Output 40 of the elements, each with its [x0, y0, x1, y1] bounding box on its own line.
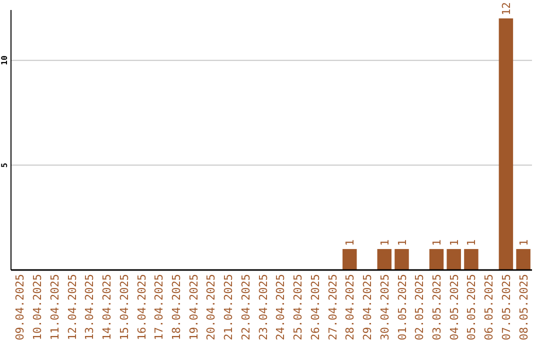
x-tick-label: 24.04.2025	[274, 274, 288, 340]
x-tick-label: 09.04.2025	[14, 274, 27, 340]
x-tick-label: 11.04.2025	[48, 274, 62, 340]
data-label: 1	[344, 239, 357, 246]
x-tick-label: 16.04.2025	[135, 274, 148, 340]
x-tick-label: 17.04.2025	[152, 274, 166, 340]
data-label: 1	[517, 239, 530, 246]
x-tick-label: 26.04.2025	[308, 274, 322, 340]
x-tick-label: 07.05.2025	[500, 274, 513, 340]
x-tick-label: 28.04.2025	[344, 274, 357, 340]
x-tick-label: 03.05.2025	[430, 274, 444, 340]
x-tick-label: 14.04.2025	[100, 274, 114, 340]
data-label: 1	[396, 239, 409, 246]
data-label: 1	[448, 239, 461, 246]
data-label: 1	[465, 239, 478, 246]
x-tick-label: 20.04.2025	[204, 274, 218, 340]
data-label: 1	[430, 239, 444, 246]
x-tick-label: 18.04.2025	[170, 274, 183, 340]
x-tick-label: 02.05.2025	[413, 274, 426, 340]
x-tick-label: 22.04.2025	[239, 274, 252, 340]
x-tick-label: 12.04.2025	[66, 274, 79, 340]
x-tick-label: 04.05.2025	[448, 274, 461, 340]
y-tick-label: 5	[0, 162, 9, 168]
x-tick-label: 23.04.2025	[256, 274, 270, 340]
x-tick-label: 30.04.2025	[378, 274, 392, 340]
x-tick-label: 27.04.2025	[326, 274, 340, 340]
x-tick-label: 08.05.2025	[517, 274, 530, 340]
x-tick-label: 29.04.2025	[361, 274, 374, 340]
x-tick-label: 15.04.2025	[118, 274, 131, 340]
data-label: 1	[378, 239, 392, 246]
x-tick-label: 25.04.2025	[292, 274, 305, 340]
x-tick-label: 01.05.2025	[396, 274, 409, 340]
x-tick-label: 10.04.2025	[31, 274, 44, 340]
y-tick-label: 10	[0, 55, 9, 66]
x-tick-label: 06.05.2025	[482, 274, 496, 340]
x-tick-label: 21.04.2025	[222, 274, 236, 340]
x-tick-label: 19.04.2025	[187, 274, 200, 340]
x-tick-label: 13.04.2025	[83, 274, 96, 340]
x-tick-label: 05.05.2025	[465, 274, 478, 340]
data-label: 12	[500, 2, 513, 16]
